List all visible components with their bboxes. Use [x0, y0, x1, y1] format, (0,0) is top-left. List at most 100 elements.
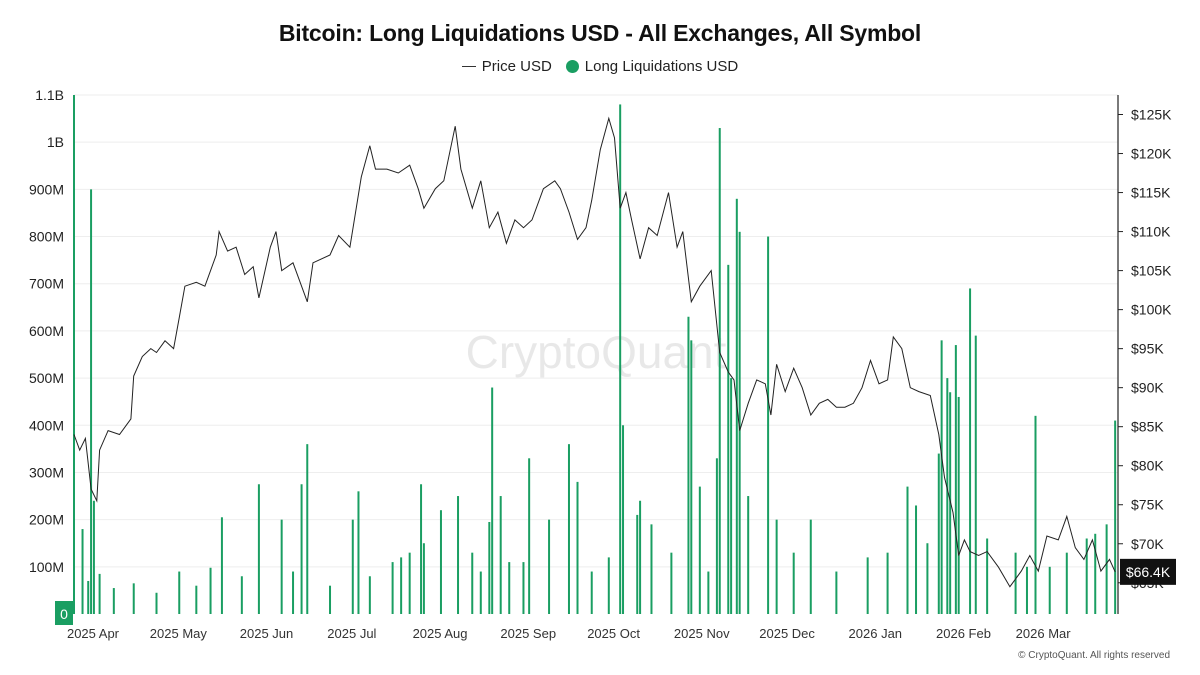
liquidation-bar — [209, 567, 212, 614]
liquidation-bar — [946, 378, 949, 614]
liquidation-bar — [590, 571, 593, 614]
liquidation-bar — [670, 552, 673, 614]
current-price-label: $66.4K — [1126, 564, 1171, 580]
y-right-tick-label: $110K — [1131, 224, 1171, 240]
liquidation-bar — [1065, 552, 1068, 614]
liquidation-bar — [178, 571, 181, 614]
liquidation-bar — [257, 484, 260, 614]
liquidation-bar — [1094, 533, 1097, 614]
liquidation-bar — [687, 316, 690, 614]
liquidation-bar — [1014, 552, 1017, 614]
y-left-tick-label: 600M — [29, 323, 64, 339]
legend-label-price: Price USD — [481, 58, 552, 75]
liquidation-bar — [926, 543, 929, 614]
liquidation-bar — [727, 264, 730, 614]
y-left-tick-label: 200M — [29, 512, 64, 528]
watermark-text: CryptoQuant — [466, 326, 727, 378]
liquidation-bar — [866, 557, 869, 614]
liquidation-bar — [155, 592, 158, 614]
x-tick-label: 2025 Sep — [500, 626, 556, 641]
zero-badge-label: 0 — [60, 606, 68, 622]
x-tick-label: 2025 May — [150, 626, 208, 641]
y-left-tick-label: 500M — [29, 370, 64, 386]
legend-line-icon — [461, 66, 476, 67]
liquidation-bar — [747, 496, 750, 614]
liquidation-bar — [940, 340, 943, 614]
liquidation-bar — [195, 585, 198, 614]
liquidation-bar — [220, 517, 223, 614]
liquidation-bar — [408, 552, 411, 614]
x-tick-label: 2026 Feb — [936, 626, 991, 641]
liquidation-bar — [90, 189, 93, 614]
y-left-tick-label: 1.1B — [35, 87, 64, 103]
liquidation-bar — [420, 484, 423, 614]
liquidation-bar — [87, 580, 90, 614]
liquidation-bar — [767, 236, 770, 614]
liquidation-bar — [491, 387, 494, 614]
liquidation-bar — [607, 557, 610, 614]
liquidation-bar — [949, 392, 952, 614]
legend: Price USD Long Liquidations USD — [0, 58, 1200, 75]
liquidation-bar — [1025, 566, 1028, 614]
liquidation-bar — [499, 496, 502, 614]
y-right-tick-label: $75K — [1131, 497, 1164, 513]
liquidation-bar — [792, 552, 795, 614]
liquidation-bar — [1114, 420, 1117, 614]
liquidation-bar — [548, 519, 551, 614]
liquidation-bar — [528, 458, 531, 614]
price-line — [73, 116, 1116, 588]
liquidation-bar — [240, 576, 243, 614]
y-left-tick-label: 300M — [29, 464, 64, 480]
x-tick-label: 2025 Dec — [759, 626, 815, 641]
x-tick-label: 2025 Jun — [240, 626, 294, 641]
y-left-tick-label: 100M — [29, 559, 64, 575]
liquidation-bar — [576, 481, 579, 614]
liquidation-bar — [954, 345, 957, 614]
liquidation-bar — [1085, 538, 1088, 614]
liquidation-bar — [619, 104, 622, 614]
liquidation-bar — [915, 505, 918, 614]
zero-badge — [55, 601, 73, 625]
x-tick-label: 2025 Nov — [674, 626, 730, 641]
liquidation-bar — [567, 444, 570, 614]
liquidation-bar — [132, 583, 135, 614]
liquidation-bar — [351, 519, 354, 614]
y-right-tick-label: $105K — [1131, 263, 1172, 279]
liquidation-bar — [280, 519, 283, 614]
x-tick-label: 2025 Aug — [413, 626, 468, 641]
y-right-tick-label: $100K — [1131, 302, 1172, 318]
x-tick-label: 2025 Apr — [67, 626, 120, 641]
liquidation-bar — [92, 500, 95, 614]
liquidation-bar — [81, 529, 84, 614]
chart-title: Bitcoin: Long Liquidations USD - All Exc… — [278, 20, 922, 46]
liquidation-bar — [357, 491, 360, 614]
liquidation-bar — [1034, 415, 1037, 614]
liquidation-bar — [835, 571, 838, 614]
liquidation-bar — [508, 562, 511, 614]
x-tick-label: 2025 Jul — [327, 626, 376, 641]
liquidation-bar — [112, 588, 115, 614]
liquidation-bar — [639, 500, 642, 614]
liquidation-bar — [886, 552, 889, 614]
legend-label-liquidations: Long Liquidations USD — [584, 58, 739, 75]
liquidation-bar — [73, 95, 75, 614]
liquidation-bar — [98, 573, 101, 614]
y-left-tick-label: 700M — [29, 276, 64, 292]
liquidation-bar — [986, 538, 989, 614]
legend-item-liquidations[interactable]: Long Liquidations USD — [565, 58, 739, 75]
liquidation-bar — [300, 484, 303, 614]
liquidation-bar — [730, 378, 733, 614]
liquidation-bar — [650, 524, 653, 614]
liquidation-bar — [292, 571, 295, 614]
liquidation-bar — [1048, 566, 1051, 614]
liquidation-bar — [738, 231, 741, 614]
liquidation-bar — [479, 571, 482, 614]
liquidation-bar — [457, 496, 460, 614]
liquidation-bar — [471, 552, 474, 614]
legend-item-price[interactable]: Price USD — [461, 58, 552, 75]
y-right-tick-label: $80K — [1131, 458, 1164, 474]
liquidation-bar — [400, 557, 403, 614]
x-tick-label: 2026 Jan — [849, 626, 903, 641]
